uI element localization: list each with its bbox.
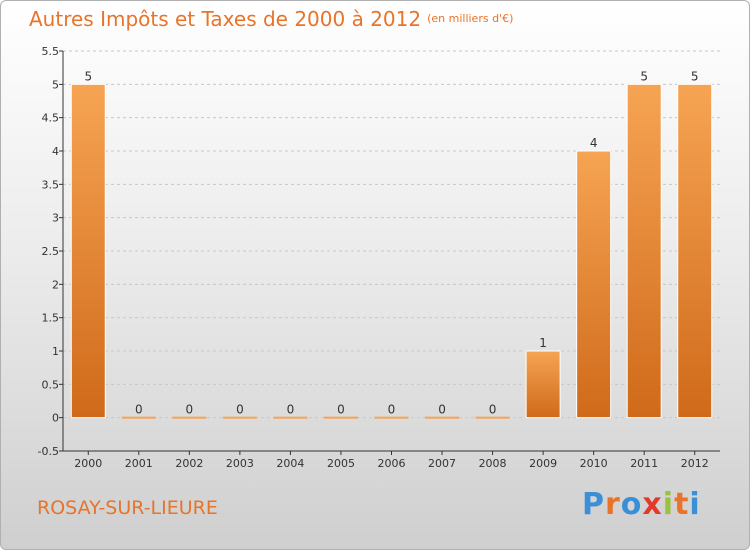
x-tick-label: 2006	[378, 457, 406, 470]
data-label: 4	[590, 136, 598, 150]
x-tick-label: 2005	[327, 457, 355, 470]
y-tick-label: 0	[52, 412, 59, 425]
bar	[525, 350, 561, 419]
bar	[172, 416, 207, 419]
data-label: 0	[287, 403, 295, 417]
logo-letter: P	[582, 487, 605, 522]
bar	[626, 83, 662, 419]
data-label: 0	[135, 403, 143, 417]
x-tick-label: 2011	[630, 457, 658, 470]
proxiti-logo: Proxiti	[582, 487, 701, 522]
x-tick-label: 2000	[74, 457, 102, 470]
data-label: 0	[388, 403, 396, 417]
chart-title: Autres Impôts et Taxes de 2000 à 2012 (en…	[29, 7, 513, 31]
bar	[475, 416, 510, 419]
y-tick-label: -0.5	[38, 445, 59, 458]
chart-subtitle: (en milliers d'€)	[427, 12, 514, 25]
data-label: 1	[539, 336, 547, 350]
x-tick-label: 2001	[125, 457, 153, 470]
bar	[677, 83, 713, 419]
y-tick-label: 4.5	[42, 112, 60, 125]
data-label: 0	[186, 403, 194, 417]
y-tick-label: 0.5	[42, 378, 60, 391]
data-label: 0	[236, 403, 244, 417]
x-tick-label: 2004	[276, 457, 304, 470]
place-name: ROSAY-SUR-LIEURE	[37, 497, 218, 519]
y-tick-label: 2	[52, 278, 59, 291]
logo-letter: t	[674, 487, 690, 522]
bar	[222, 416, 257, 419]
y-tick-label: 2.5	[42, 245, 60, 258]
x-tick-label: 2003	[226, 457, 254, 470]
data-label: 5	[691, 69, 699, 83]
bar	[70, 83, 106, 419]
data-label: 5	[84, 69, 92, 83]
y-tick-label: 4	[52, 145, 59, 158]
bar	[121, 416, 156, 419]
logo-letter: x	[642, 487, 663, 522]
y-tick-label: 5	[52, 78, 59, 91]
bar	[273, 416, 308, 419]
x-tick-label: 2008	[479, 457, 507, 470]
data-label: 0	[337, 403, 345, 417]
bar	[576, 150, 612, 419]
x-tick-label: 2007	[428, 457, 456, 470]
y-tick-label: 5.5	[42, 45, 60, 58]
bar	[323, 416, 358, 419]
x-tick-label: 2012	[681, 457, 709, 470]
x-tick-label: 2002	[175, 457, 203, 470]
x-tick-label: 2010	[580, 457, 608, 470]
y-tick-label: 1.5	[42, 312, 60, 325]
y-tick-label: 3	[52, 212, 59, 225]
logo-letter: i	[662, 487, 675, 522]
logo-letter: r	[605, 487, 621, 522]
y-tick-label: 3.5	[42, 178, 60, 191]
data-label: 0	[489, 403, 497, 417]
logo-letter: i	[689, 487, 701, 522]
bar	[425, 416, 460, 419]
bar	[374, 416, 409, 419]
data-label: 0	[438, 403, 446, 417]
logo-letter: o	[620, 487, 643, 522]
title-text: Autres Impôts et Taxes de 2000 à 2012	[29, 7, 422, 31]
x-tick-label: 2009	[529, 457, 557, 470]
y-tick-label: 1	[52, 345, 59, 358]
data-label: 5	[640, 69, 648, 83]
